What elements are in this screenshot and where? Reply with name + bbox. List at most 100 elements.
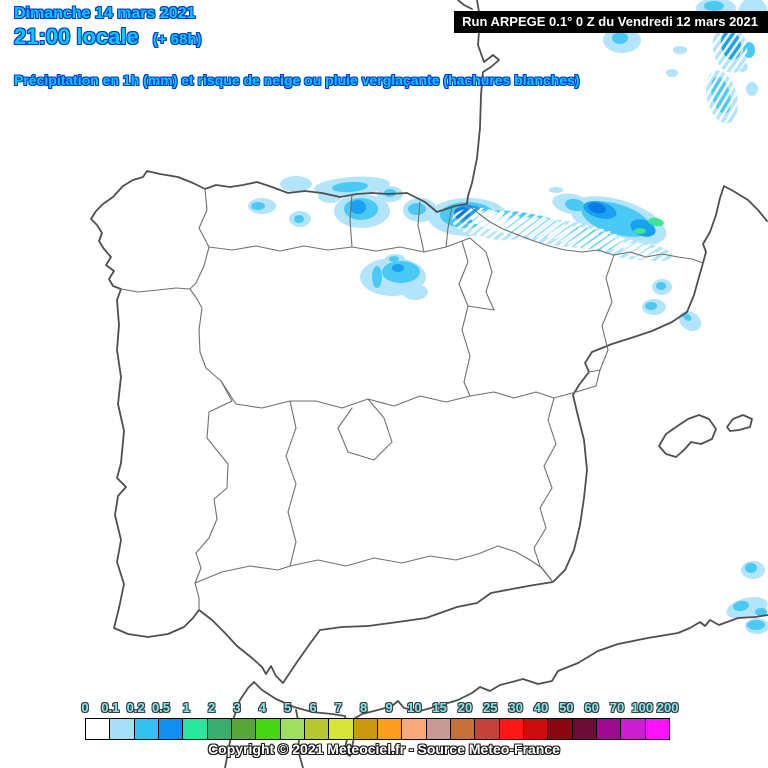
legend-swatch — [279, 718, 305, 740]
legend-tick-label: 25 — [483, 700, 498, 715]
border-pyrenees — [466, 203, 704, 264]
precip-blob — [280, 176, 312, 192]
border-north-regions — [208, 237, 471, 253]
legend-tick-label: 60 — [584, 700, 599, 715]
legend-color-scale — [85, 718, 670, 740]
precip-blob — [372, 266, 382, 288]
legend-swatch — [449, 718, 476, 740]
legend-swatch — [182, 718, 208, 740]
border-extremadura — [285, 400, 297, 567]
map-subtitle: Précipitation en 1h (mm) et risque de ne… — [14, 72, 580, 88]
legend-swatch — [303, 718, 330, 740]
border-cantabria-basque — [417, 201, 425, 253]
legend-swatch — [571, 718, 597, 740]
precip-blob — [682, 313, 692, 321]
legend-tick-label: 10 — [407, 700, 422, 715]
snow-hatch-area — [706, 70, 738, 124]
coastline-gironde — [457, 0, 473, 10]
forecast-offset-label: (+ 68h) — [152, 31, 202, 48]
coastline-iberia — [90, 0, 768, 684]
legend-tick-label: 8 — [360, 700, 368, 715]
legend-tick-label: 30 — [508, 700, 523, 715]
precip-blob — [389, 256, 399, 262]
precip-blob — [565, 198, 585, 212]
date-label: Dimanche 14 mars 2021 — [14, 5, 196, 22]
legend-swatch — [206, 718, 232, 740]
snow-hatch-area — [712, 23, 748, 73]
legend-tick-label: 1 — [182, 700, 190, 715]
precip-blob — [745, 563, 757, 573]
border-cyl-south — [220, 380, 471, 409]
legend-swatch — [255, 718, 281, 740]
precipitation-layer — [248, 0, 768, 634]
coastline-mallorca — [658, 414, 717, 458]
legend-tick-label: 0.5 — [151, 700, 171, 715]
legend-swatch — [401, 718, 427, 740]
legend-tick-label: 20 — [457, 700, 473, 715]
legend-tick-label: 3 — [233, 700, 241, 715]
border-portugal — [120, 287, 233, 611]
precip-blob — [673, 46, 687, 54]
precip-blob — [332, 181, 368, 193]
precip-blob — [704, 1, 724, 11]
coastline-layer — [90, 0, 768, 768]
border-cyl-east — [458, 240, 471, 397]
precip-blob — [549, 187, 563, 193]
coastline-africa — [224, 614, 768, 768]
precip-blob — [755, 608, 767, 616]
legend-tick-label: 40 — [533, 700, 549, 715]
legend-tick-label: 5 — [284, 700, 292, 715]
legend-swatch — [157, 718, 184, 740]
legend-tick-label: 9 — [385, 700, 393, 715]
precip-blob — [634, 228, 646, 234]
legend-tick-label: 0 — [81, 700, 89, 715]
copyright-line: Copyright © 2021 Meteociel.fr - Source M… — [208, 741, 560, 757]
legend-swatch — [230, 718, 257, 740]
legend-swatch — [352, 718, 378, 740]
border-basque-navarra — [445, 205, 453, 248]
precip-blob — [733, 600, 749, 612]
border-aragon-valencia — [553, 369, 601, 399]
region-borders-layer — [120, 188, 704, 611]
precip-blob — [318, 189, 342, 203]
legend-swatch — [474, 718, 500, 740]
legend-tick-label: 2 — [208, 700, 216, 715]
legend-swatch — [498, 718, 524, 740]
snow-hatching-layer — [452, 23, 748, 261]
legend-tick-label: 100 — [631, 700, 654, 715]
legend-swatch — [328, 718, 354, 740]
precip-blob — [408, 203, 426, 215]
legend-tick-label: 0.1 — [101, 700, 120, 715]
border-murcia — [497, 545, 554, 583]
precip-blob — [251, 202, 265, 210]
precip-blob — [666, 69, 678, 77]
time-row: 21:00 locale (+ 68h) — [14, 24, 202, 50]
precip-blob — [402, 284, 428, 300]
border-madrid — [337, 398, 393, 461]
border-asturias-cantabria — [349, 193, 353, 248]
legend-swatch — [522, 718, 549, 740]
legend-swatch — [133, 718, 159, 740]
legend-tick-label: 7 — [334, 700, 342, 715]
legend-tick-label: 50 — [559, 700, 574, 715]
precip-blob — [678, 310, 702, 332]
precip-blob — [588, 202, 606, 214]
precip-blob — [747, 620, 765, 630]
legend-tick-label: 15 — [432, 700, 447, 715]
legend-tick-label: 70 — [609, 700, 625, 715]
precip-blob — [645, 302, 657, 310]
legend-swatch — [644, 718, 670, 740]
legend-swatch — [595, 718, 622, 740]
precip-blob — [392, 264, 404, 272]
legend-tick-label: 4 — [258, 700, 266, 715]
model-run-banner: Run ARPEGE 0.1° 0 Z du Vendredi 12 mars … — [454, 11, 768, 33]
precip-blob — [648, 217, 664, 227]
legend-swatch — [376, 718, 403, 740]
legend-tick-label: 6 — [309, 700, 317, 715]
coastline-menorca — [726, 414, 753, 432]
precip-blob — [382, 261, 420, 283]
precip-blob — [612, 32, 628, 44]
legend-swatch — [547, 718, 573, 740]
